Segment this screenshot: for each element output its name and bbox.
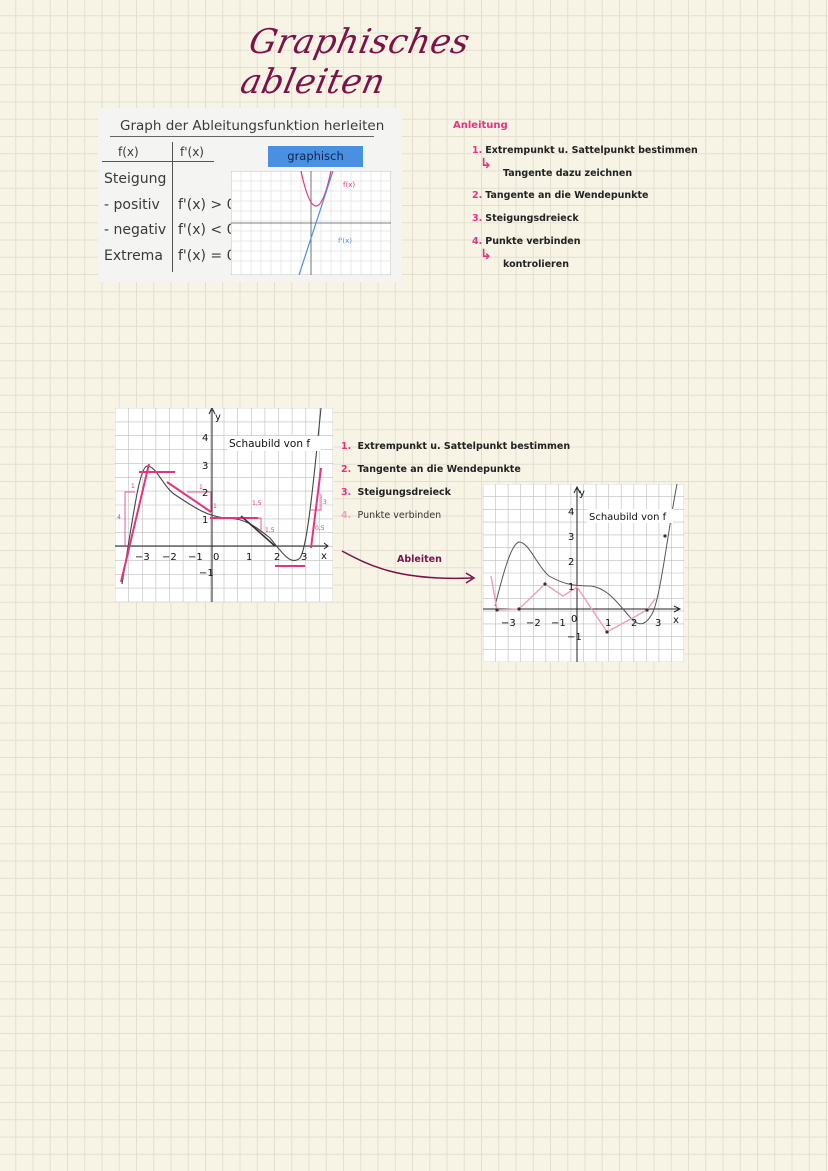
x-tick: −1: [551, 618, 566, 629]
step-text: Extrempunkt u. Sattelpunkt bestimmen: [485, 145, 698, 156]
step-number: 3.: [341, 487, 352, 498]
middle-step-4: 4. Punkte verbinden: [341, 510, 441, 521]
ableiten-label: Ableiten: [397, 554, 442, 565]
anleitung-heading: Anleitung: [453, 120, 508, 131]
y-tick: 4: [568, 507, 574, 518]
cond-negativ: f'(x) < 0: [178, 222, 236, 238]
x-tick: 3: [301, 552, 307, 563]
x-tick: 2: [631, 618, 637, 629]
x-tick: −3: [501, 618, 516, 629]
photo-graph: f(x) f'(x): [231, 171, 391, 275]
annotation: 1: [213, 503, 217, 510]
column-divider: [172, 142, 173, 272]
step-number: 4.: [472, 236, 483, 247]
step-number: 4.: [341, 510, 352, 521]
y-tick: 2: [202, 488, 208, 499]
anleitung-step-4-sub: kontrolieren: [503, 259, 569, 270]
x-axis-label: x: [321, 551, 327, 562]
step-text: Punkte verbinden: [485, 236, 581, 247]
y-axis-label: y: [215, 412, 221, 423]
graph-caption: Schaubild von f: [589, 512, 667, 523]
column-fprime: f'(x): [180, 145, 204, 159]
annotation: 1,5: [265, 527, 275, 534]
anleitung-step-3: 3. Steigungsdreieck: [472, 213, 579, 224]
x-tick: −2: [162, 552, 177, 563]
x-tick: −2: [526, 618, 541, 629]
middle-step-1: 1. Extrempunkt u. Sattelpunkt bestimmen: [341, 441, 570, 452]
step-text: Steigungsdreieck: [485, 213, 579, 224]
graph-label-fprime: f'(x): [338, 237, 352, 245]
anleitung-step-1-sub: Tangente dazu zeichnen: [503, 168, 633, 179]
anleitung-step-2: 2. Tangente an die Wendepunkte: [472, 190, 648, 201]
step-number: 2.: [341, 464, 352, 475]
step-text: Tangente an die Wendepunkte: [357, 464, 521, 475]
curved-arrow-icon: [341, 550, 476, 584]
row-extrema: Extrema: [104, 248, 163, 264]
x-tick: 0: [571, 614, 577, 625]
title-underline: [110, 136, 374, 137]
x-tick: −1: [188, 552, 203, 563]
header-line: [102, 161, 214, 162]
x-tick: 1: [605, 618, 611, 629]
step-number: 3.: [472, 213, 483, 224]
x-tick: 2: [274, 552, 280, 563]
step-text: Extrempunkt u. Sattelpunkt bestimmen: [357, 441, 571, 452]
row-negativ: - negativ: [104, 222, 167, 238]
arrow-down-right-icon: ↳: [480, 247, 492, 263]
y-tick: −1: [199, 568, 214, 579]
x-axis-label: x: [673, 615, 679, 626]
row-positiv: - positiv: [104, 197, 160, 213]
x-tick: 1: [246, 552, 252, 563]
step-number: 2.: [472, 190, 483, 201]
cond-extrema: f'(x) = 0: [178, 248, 236, 264]
graph-caption: Schaubild von f: [229, 438, 310, 450]
step-number: 1.: [341, 441, 352, 452]
y-tick: 3: [568, 532, 574, 543]
cond-positiv: f'(x) > 0: [178, 197, 236, 213]
step-number: 1.: [472, 145, 483, 156]
page-title: Graphisches ableiten: [236, 22, 474, 102]
anleitung-step-4: 4. Punkte verbinden: [472, 236, 580, 247]
table-photo: Graph der Ableitungsfunktion herleiten f…: [98, 108, 402, 282]
graph-derivative: Schaubild von f y x −3 −2 −1 0 1 2 3 4 3…: [483, 484, 684, 662]
graph-label-f: f(x): [343, 181, 355, 189]
y-tick: −1: [567, 632, 582, 643]
middle-step-2: 2. Tangente an die Wendepunkte: [341, 464, 521, 475]
x-tick: 0: [213, 552, 219, 563]
row-steigung: Steigung: [104, 171, 167, 187]
step-text: Steigungsdreieck: [357, 487, 451, 498]
middle-step-3: 3. Steigungsdreieck: [341, 487, 451, 498]
y-tick: 1: [568, 582, 574, 593]
annotation: 3: [323, 499, 327, 506]
y-tick: 4: [202, 433, 208, 444]
step-text: Tangente an die Wendepunkte: [485, 190, 649, 201]
annotation: 0,5: [315, 525, 325, 532]
y-tick: 2: [568, 557, 574, 568]
graphisch-ableiten-button[interactable]: graphisch ableiten: [268, 146, 363, 184]
arrow-down-right-icon: ↳: [480, 156, 492, 172]
y-tick: 3: [202, 461, 208, 472]
graph-f-with-tangents: 4 1 1 1 1,5 1,5 0,5 3 Schaubild von f y …: [115, 408, 333, 602]
x-tick: −3: [135, 552, 150, 563]
anleitung-step-1: 1. Extrempunkt u. Sattelpunkt bestimmen: [472, 145, 698, 156]
column-fx: f(x): [118, 145, 139, 159]
annotation: 4: [117, 514, 121, 521]
step-text: Punkte verbinden: [357, 510, 442, 521]
y-tick: 1: [202, 515, 208, 526]
y-axis-label: y: [579, 488, 585, 499]
annotation: 1,5: [252, 500, 262, 507]
annotation: 1: [131, 483, 135, 490]
photo-title: Graph der Ableitungsfunktion herleiten: [120, 118, 385, 134]
annotation: 1: [199, 484, 203, 491]
x-tick: 3: [655, 618, 661, 629]
